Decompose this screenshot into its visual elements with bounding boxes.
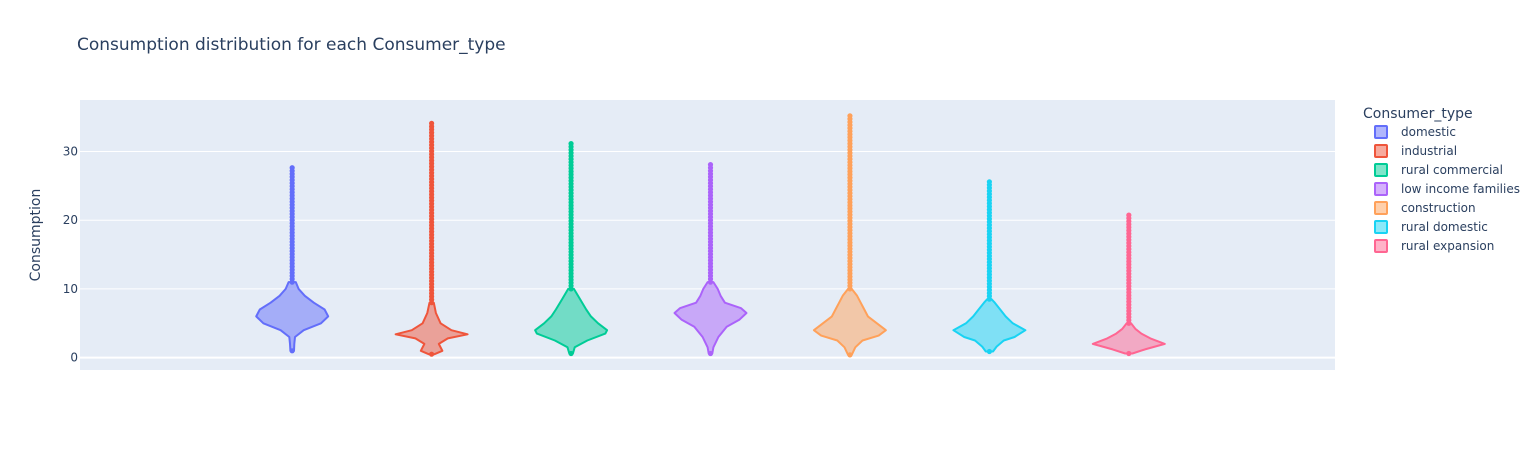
legend-title: Consumer_type xyxy=(1363,106,1473,122)
legend-label: construction xyxy=(1401,201,1476,215)
legend[interactable]: Consumer_type domestic industrial rural co… xyxy=(1363,106,1520,253)
violin-body xyxy=(534,287,609,355)
legend-label: domestic xyxy=(1401,125,1456,139)
violin-low-income-families[interactable] xyxy=(673,162,748,357)
violin-rural-commercial[interactable] xyxy=(534,141,609,357)
min-point xyxy=(429,351,435,357)
legend-label: industrial xyxy=(1401,144,1457,158)
y-tick-label: 20 xyxy=(63,213,78,227)
violin-body xyxy=(673,281,748,355)
legend-swatch xyxy=(1374,182,1388,196)
violin-construction[interactable] xyxy=(812,113,887,358)
legend-item-domestic[interactable]: domestic xyxy=(1374,125,1456,139)
legend-item-industrial[interactable]: industrial xyxy=(1374,144,1457,158)
legend-item-rural-commercial[interactable]: rural commercial xyxy=(1374,163,1503,177)
legend-swatch xyxy=(1374,163,1388,177)
violin-rural-domestic[interactable] xyxy=(952,179,1027,355)
y-axis-title: Consumption xyxy=(28,189,44,282)
violin-domestic[interactable] xyxy=(255,165,330,354)
violin-body xyxy=(255,281,330,352)
min-point xyxy=(986,348,992,355)
legend-swatch xyxy=(1374,201,1388,215)
legend-label: rural expansion xyxy=(1401,239,1494,253)
outlier-point xyxy=(1126,212,1132,218)
min-point xyxy=(1126,350,1132,357)
violin-rural-expansion[interactable] xyxy=(1091,212,1166,357)
min-point xyxy=(568,350,574,357)
legend-swatch xyxy=(1374,220,1388,234)
y-tick-label: 0 xyxy=(70,351,78,365)
legend-swatch xyxy=(1374,144,1388,158)
legend-swatch xyxy=(1374,125,1388,139)
legend-item-rural-expansion[interactable]: rural expansion xyxy=(1374,239,1494,253)
outlier-point xyxy=(707,162,714,168)
min-point xyxy=(289,348,295,354)
chart-title: Consumption distribution for each Consum… xyxy=(77,35,506,55)
outlier-point xyxy=(568,141,574,147)
legend-label: rural commercial xyxy=(1401,163,1503,177)
outlier-point xyxy=(847,113,853,119)
y-tick-labels: 0 10 20 30 xyxy=(63,145,78,365)
y-tick-label: 30 xyxy=(63,145,78,159)
legend-swatch xyxy=(1374,239,1388,253)
outlier-point xyxy=(429,120,435,126)
violins xyxy=(255,113,1166,358)
legend-item-rural-domestic[interactable]: rural domestic xyxy=(1374,220,1488,234)
min-point xyxy=(707,350,714,357)
legend-item-construction[interactable]: construction xyxy=(1374,201,1476,215)
outlier-point xyxy=(289,165,295,171)
outlier-point xyxy=(986,179,992,185)
violin-industrial[interactable] xyxy=(394,120,469,357)
legend-label: rural domestic xyxy=(1401,220,1488,234)
min-point xyxy=(847,352,853,358)
y-tick-label: 10 xyxy=(63,282,78,296)
legend-item-low-income-families[interactable]: low income families xyxy=(1374,182,1520,196)
legend-label: low income families xyxy=(1401,182,1520,196)
